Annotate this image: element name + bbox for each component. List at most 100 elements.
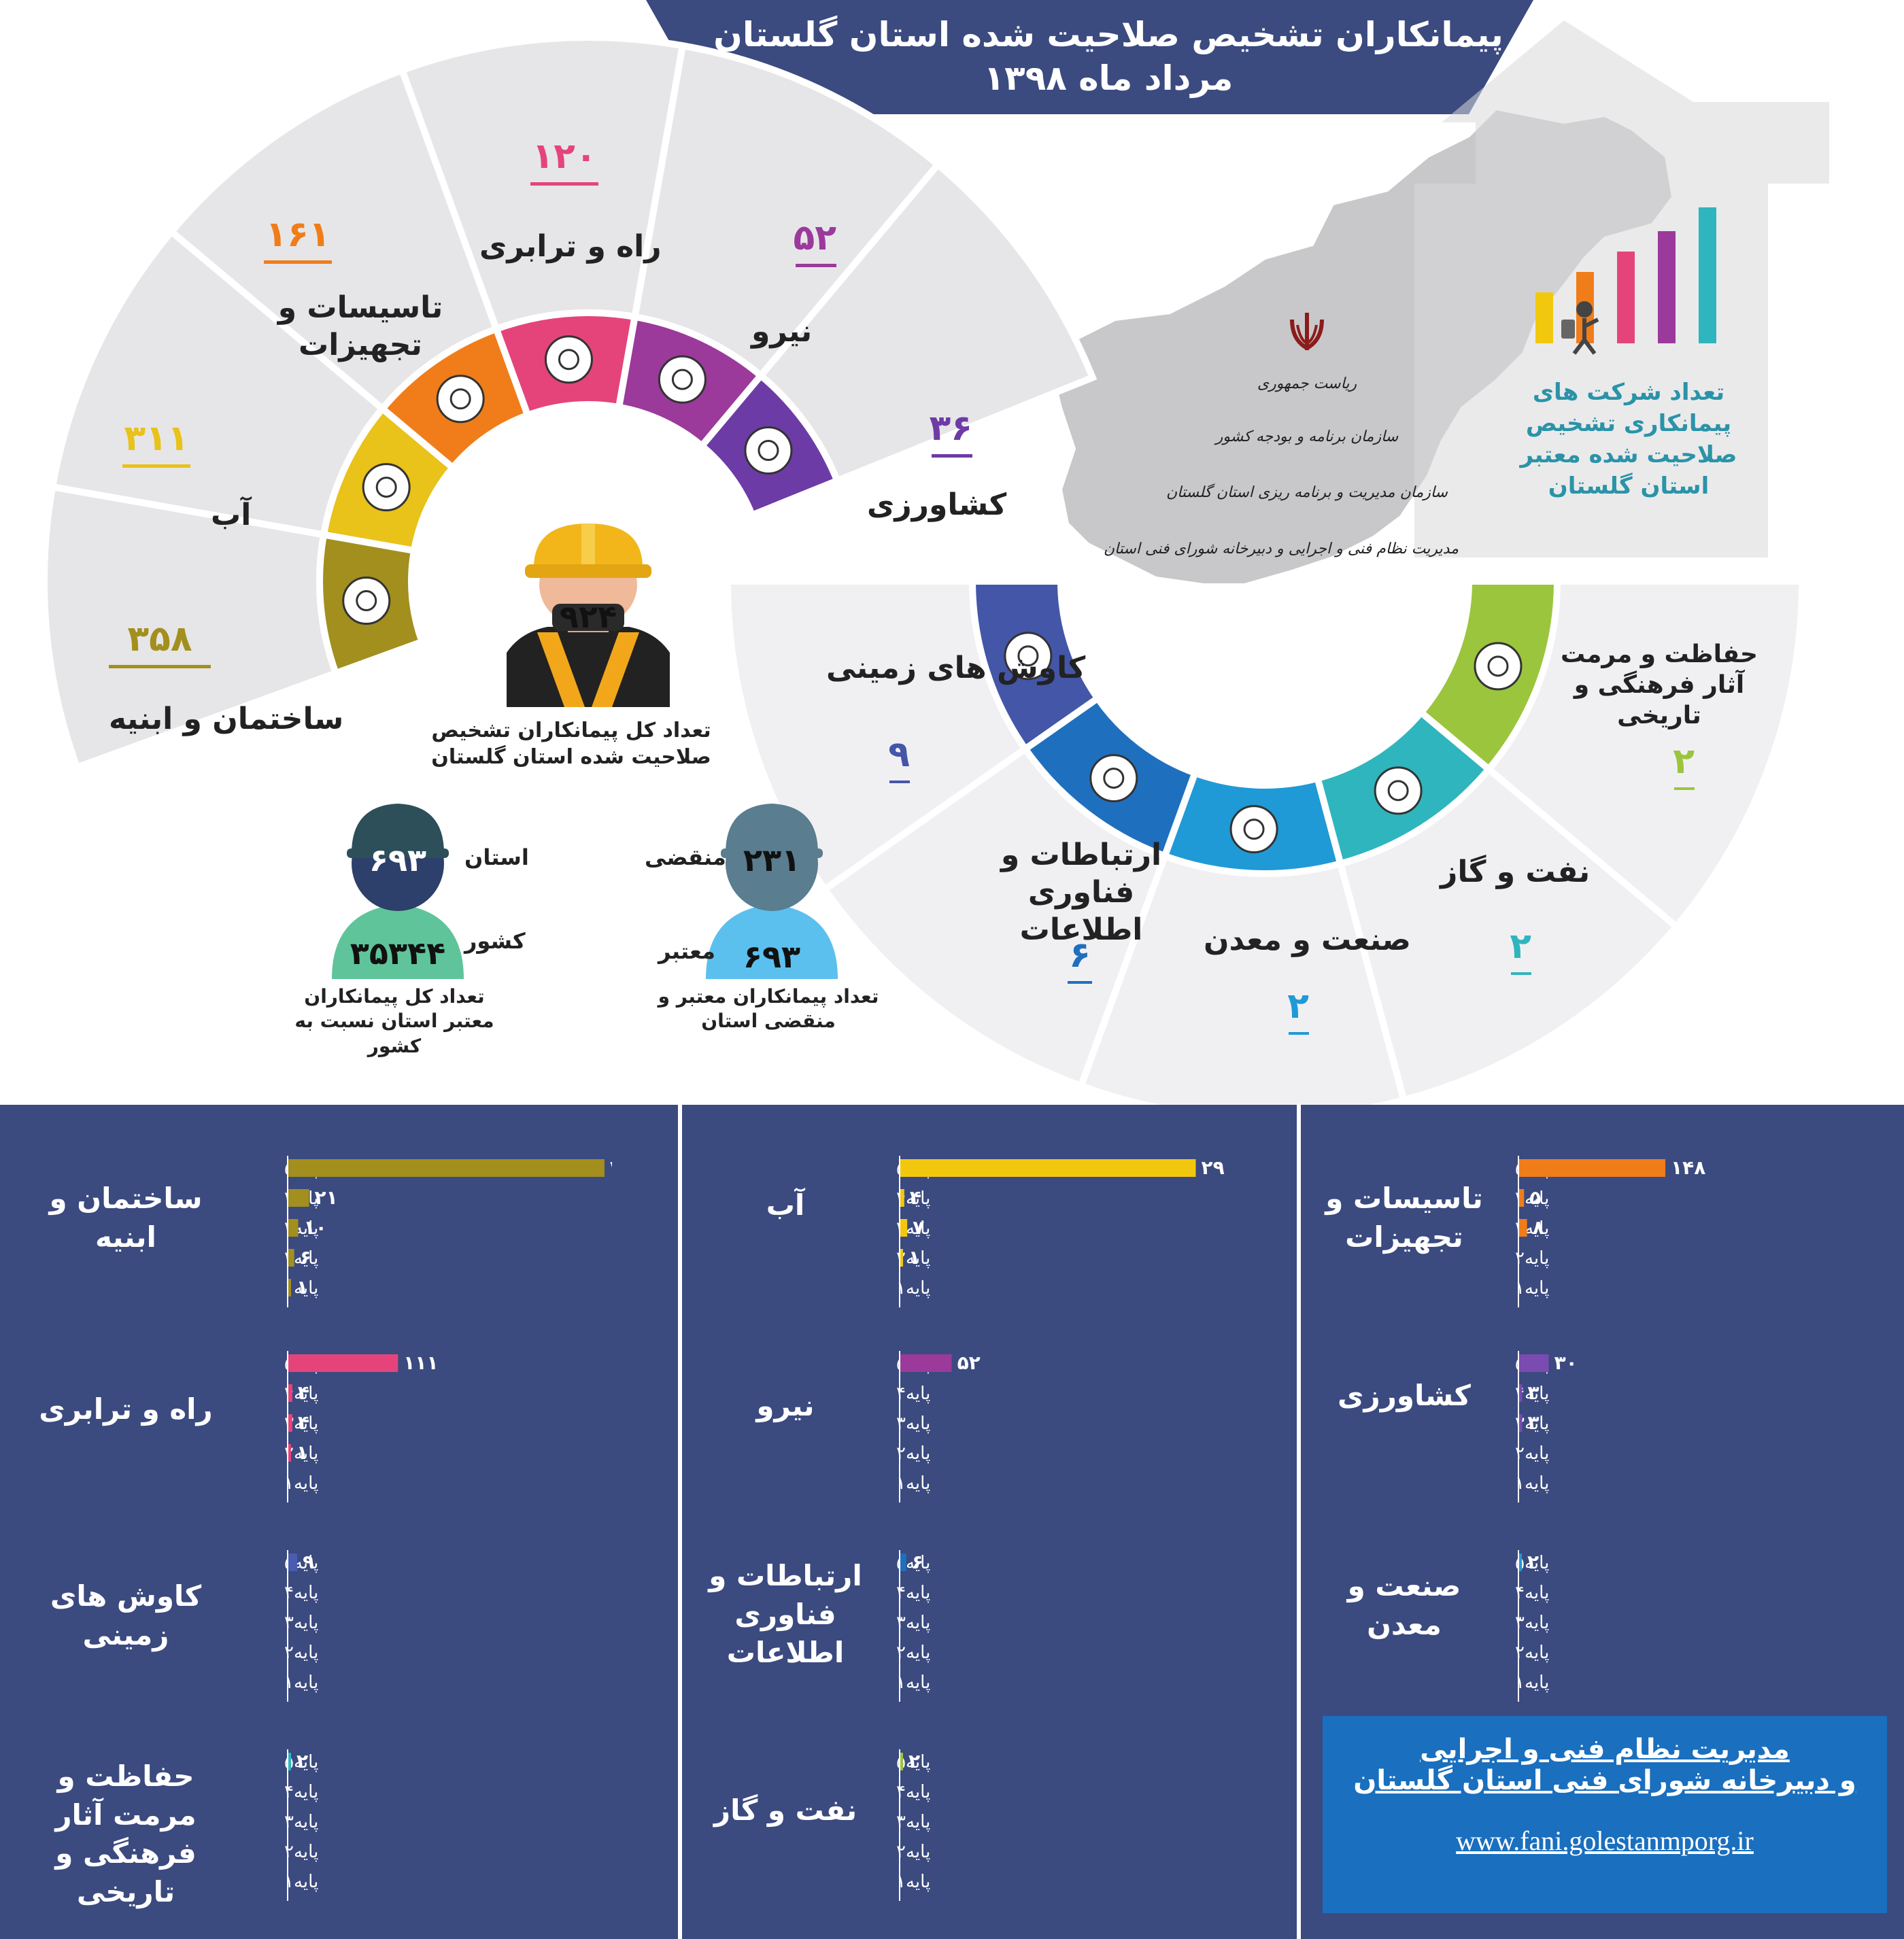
valid-expired-caption: تعداد پیمانکاران معتبر و منقضی استان: [658, 985, 879, 1033]
house-icon-glyph: [356, 590, 377, 612]
province-country-caption: تعداد کل پیمانکاران معتبر استان نسبت به …: [294, 985, 494, 1057]
value-tasisat: ۱۶۱: [264, 214, 332, 264]
chart-title-0: تاسیسات و تجهیزات: [1325, 1182, 1483, 1254]
grade-bar-chart-1: پایه۵۲۹۹پایه۴۴پایه۳۷پایه۲۱پایه۱: [896, 1156, 1224, 1307]
bar: [1519, 1354, 1549, 1372]
chart-title-8: کاوش های زمینی: [50, 1579, 202, 1651]
data-label: ۱۴۸: [1671, 1156, 1705, 1179]
bar: [1519, 1159, 1666, 1177]
bar: [1519, 1219, 1527, 1237]
tick-label: پایه۴: [896, 1384, 930, 1404]
gear-icon: [1229, 805, 1278, 854]
title-line-2: مرداد ماه ۱۳۹۸: [983, 58, 1234, 98]
data-label: ۲: [908, 1750, 920, 1772]
data-label: ۴: [298, 1382, 309, 1404]
country-label: کشور: [464, 928, 526, 954]
data-label: ۱: [296, 1441, 308, 1464]
gov-line-3: سازمان مدیریت و برنامه ریزی استان گلستان: [1166, 484, 1448, 501]
bar-icon-5: [1699, 207, 1716, 343]
bar: [288, 1414, 292, 1432]
grade-bar-chart-3: پایه۵۳۰پایه۴۳پایه۳۳پایه۲پایه۱: [1515, 1351, 1578, 1503]
bar: [1519, 1189, 1525, 1207]
province-value: ۶۹۳: [369, 842, 427, 878]
value-hefazat: ۲: [1673, 741, 1695, 790]
data-label: ۳: [1527, 1382, 1539, 1404]
tick-label: پایه۲: [896, 1443, 930, 1464]
valid-value: ۶۹۳: [743, 938, 801, 975]
bar-icon-4: [1658, 231, 1676, 343]
data-label: ۵: [1529, 1186, 1541, 1209]
map-caption: تعداد شرکت های پیمانکاری تشخیص صلاحیت شد…: [1520, 379, 1737, 500]
power-tower-icon-glyph: [671, 368, 693, 390]
bar: [288, 1384, 292, 1402]
data-label: ۳۰: [1554, 1352, 1578, 1374]
bar: [288, 1219, 299, 1237]
bar: [900, 1189, 904, 1207]
bar: [1519, 1554, 1522, 1571]
grade-bar-chart-9: پایه۵۲پایه۴پایه۳پایه۲پایه۱: [896, 1749, 930, 1901]
chart-title-10: حفاظت و مرمت آثار فرهنگی و تاریخی: [55, 1760, 197, 1909]
grade-bar-chart-7: پایه۵۶پایه۴پایه۳پایه۲پایه۱: [896, 1550, 930, 1702]
tick-label: پایه۱: [284, 1473, 318, 1494]
data-label: ۱: [908, 1246, 920, 1269]
chart-title-4: نیرو: [756, 1389, 815, 1422]
data-label: ۴: [910, 1186, 921, 1209]
power-tower-icon: [658, 355, 707, 404]
data-label: ۱: [296, 1276, 308, 1299]
bar: [900, 1753, 903, 1770]
tick-label: پایه۱: [1515, 1278, 1549, 1299]
bar: [288, 1753, 291, 1770]
gov-line-2: سازمان برنامه و بودجه کشور: [1215, 428, 1399, 445]
network-icon-glyph: [1103, 768, 1125, 789]
oil-rig-icon: [1374, 766, 1423, 815]
grade-bar-chart-10: پایه۵۲پایه۴پایه۳پایه۲پایه۱: [284, 1749, 318, 1901]
tick-label: پایه۴: [284, 1583, 318, 1603]
monument-icon: [1474, 642, 1523, 691]
tick-label: پایه۳: [284, 1812, 318, 1832]
chart-title-3: کشاورزی: [1338, 1379, 1471, 1412]
water-drop-icon-glyph: [375, 477, 397, 498]
climber-icon: [1576, 301, 1593, 318]
chart-title-1: آب: [766, 1188, 805, 1222]
grade-bar-chart-6: پایه۵۲پایه۴پایه۳پایه۲پایه۱: [1515, 1550, 1549, 1702]
tick-label: پایه۳: [896, 1413, 930, 1434]
tick-label: پایه۳: [896, 1812, 930, 1832]
excavator-icon-glyph: [1017, 645, 1039, 667]
bar: [900, 1249, 903, 1267]
tick-label: پایه۱: [896, 1473, 930, 1494]
valid-label: معتبر: [658, 938, 715, 964]
grade-bar-chart-0: پایه۵۱۴۸پایه۴۵پایه۳۸پایه۲پایه۱: [1515, 1156, 1705, 1307]
data-label: ۲: [296, 1750, 308, 1772]
tick-label: پایه۴: [1515, 1583, 1549, 1603]
bar: [900, 1219, 908, 1237]
tick-label: پایه۳: [896, 1613, 930, 1633]
value-naft: ۲: [1510, 926, 1531, 975]
person-valid-expired-icon: [706, 804, 838, 979]
building-icon-glyph: [449, 388, 471, 410]
value-niroo: ۵۲: [794, 218, 836, 267]
iran-emblem-icon: [1290, 313, 1324, 351]
footer-url-link[interactable]: www.fani.golestanmporg.ir: [1456, 1825, 1754, 1856]
value-kavosh: ۹: [888, 734, 910, 783]
chart-title-9: نفت و گاز: [713, 1794, 857, 1827]
tick-label: پایه۲: [284, 1643, 318, 1663]
chart-title-5: راه و ترابری: [39, 1392, 213, 1426]
bar: [288, 1279, 291, 1297]
grade-bar-chart-5: پایه۵۱۱۱پایه۴۴پایه۳۴پایه۲۱پایه۱: [284, 1351, 439, 1503]
bar: [288, 1444, 291, 1462]
tick-label: پایه۴: [284, 1782, 318, 1802]
bar: [288, 1189, 309, 1207]
tick-label: پایه۱: [1515, 1672, 1549, 1693]
right-ring-gray: [724, 578, 1806, 1105]
bar-icon-3: [1617, 252, 1635, 343]
gear-icon-glyph: [1243, 819, 1265, 840]
total-caption: تعداد کل پیمانکاران تشخیص صلاحیت شده است…: [431, 719, 711, 769]
tick-label: پایه۱: [896, 1672, 930, 1693]
label-tasisat: تاسیسات و تجهیزات: [277, 290, 443, 362]
chart-title-2: ساختمان و ابنیه: [49, 1182, 203, 1254]
data-label: ۱۱۱: [403, 1352, 438, 1374]
data-label: ۲: [1527, 1551, 1539, 1573]
gov-line-1: ریاست جمهوری: [1257, 375, 1357, 392]
divider-1: [678, 1105, 682, 1939]
expired-value: ۲۳۱: [743, 842, 801, 878]
